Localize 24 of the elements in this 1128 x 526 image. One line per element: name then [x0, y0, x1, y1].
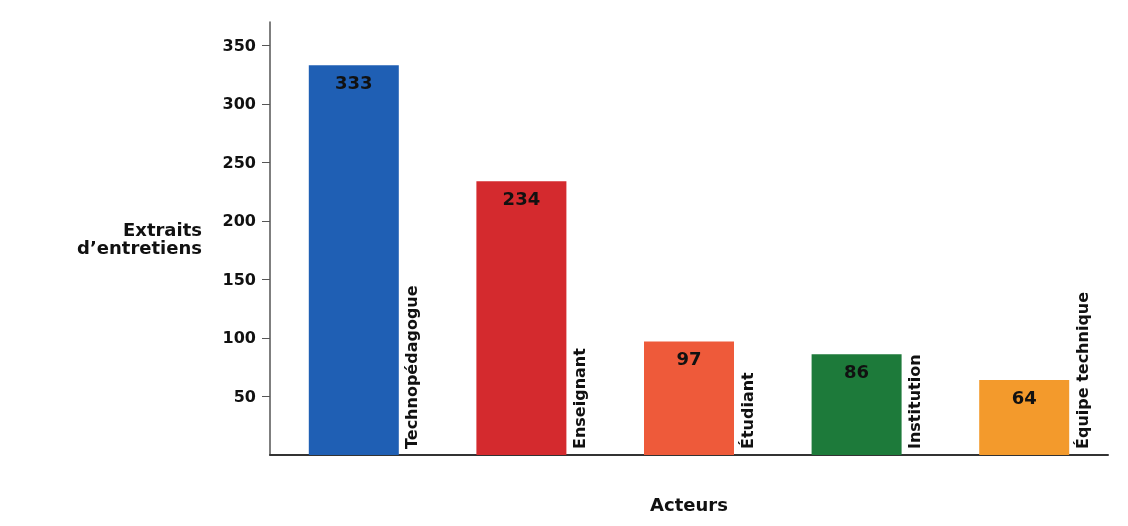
- bar: [644, 341, 734, 455]
- data-label: 234: [502, 187, 541, 209]
- data-label: 97: [676, 347, 702, 369]
- y-tick-label: 350: [222, 35, 256, 55]
- y-tick-label: 250: [222, 152, 256, 172]
- x-tick-label: Institution: [905, 354, 925, 449]
- x-tick-label: Enseignant: [569, 347, 589, 449]
- y-tick-label: 200: [222, 211, 256, 231]
- y-tick-label: 100: [222, 328, 256, 348]
- bar: [308, 65, 399, 455]
- y-tick-label: 150: [222, 269, 256, 289]
- y-axis-title: Extraits d’entretiens: [77, 219, 202, 258]
- bar: [979, 380, 1070, 455]
- y-tick-label: 300: [222, 94, 256, 114]
- data-label: 64: [1011, 386, 1037, 408]
- bar: [811, 354, 902, 455]
- x-tick-label: Étudiant: [737, 371, 757, 449]
- x-axis-title: Acteurs: [650, 493, 728, 515]
- data-label: 333: [335, 71, 373, 93]
- y-tick-label: 50: [233, 386, 256, 406]
- bar: [476, 181, 567, 455]
- x-tick-label: Équipe technique: [1072, 291, 1092, 449]
- x-tick-label: Technopédagogue: [402, 285, 422, 449]
- data-label: 86: [844, 360, 870, 382]
